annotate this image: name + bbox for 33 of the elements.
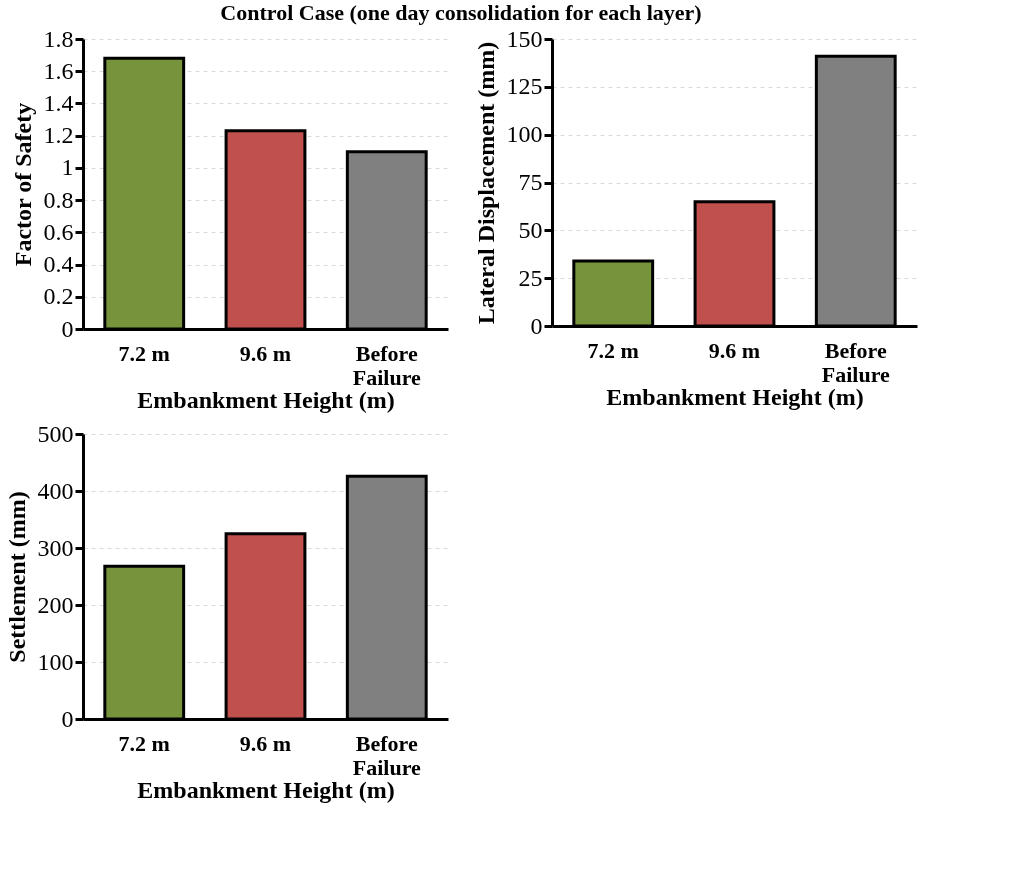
y-axis-title: Lateral Displacement (mm) [472,41,499,325]
y-tick-label: 100 [37,648,74,675]
x-tick-label: 7.2 m [118,340,170,366]
y-axis-title: Settlement (mm) [3,491,30,663]
y-tick-label: 0 [530,312,543,339]
y-tick-label: 50 [518,216,543,243]
x-tick-label: 7.2 m [118,730,170,756]
chart-title: Control Case (one day consolidation for each layer) [220,0,702,25]
y-tick-label: 0.6 [43,218,74,245]
y-tick-label: 1.6 [43,57,74,84]
y-tick-label: 1.8 [43,25,74,52]
y-tick-label: 25 [518,264,543,291]
y-tick-label: 150 [506,25,543,52]
x-tick-label: 9.6 m [239,730,292,756]
y-tick-label: 0 [61,315,74,342]
y-tick-label: 0.2 [43,283,74,310]
y-tick-label: 1.4 [43,89,74,116]
y-tick-label: 500 [37,420,74,447]
y-tick-label: 100 [506,121,543,148]
x-tick-label: 9.6 m [239,340,292,366]
y-tick-label: 300 [37,534,74,561]
y-tick-label: 1 [61,154,74,181]
y-tick-label: 400 [37,477,74,504]
y-axis-title: Factor of Safety [9,102,36,267]
x-tick-label: 9.6 m [708,337,761,363]
y-tick-label: 0.4 [43,251,74,278]
y-tick-label: 125 [506,73,543,100]
y-tick-label: 200 [37,591,74,618]
y-tick-label: 0 [61,705,74,732]
x-tick-label: 7.2 m [587,337,639,363]
y-tick-label: 1.2 [43,122,74,149]
y-tick-label: 75 [518,169,543,195]
y-tick-label: 0.8 [43,186,74,213]
